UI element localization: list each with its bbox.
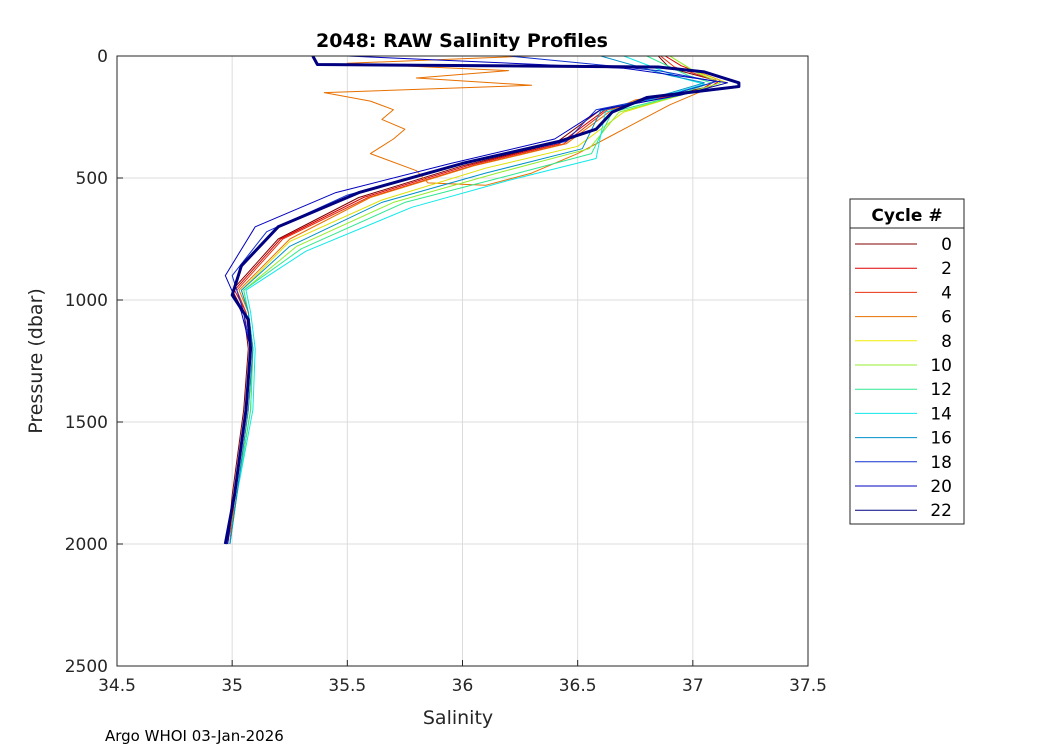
x-tick-label: 37 xyxy=(682,676,704,696)
legend-title: Cycle # xyxy=(871,206,942,226)
axis-ticks: 34.5 35 35.5 36 36.5 37 37.5 0 500 1000 1500 2000 25… xyxy=(65,47,827,696)
y-tick-label: 1500 xyxy=(65,413,108,433)
legend: Cycle # 0 2 4 6 8 10 12 14 16 18 20 22 xyxy=(849,198,965,525)
y-tick-label: 500 xyxy=(76,169,108,189)
legend-label-cycle-16: 16 xyxy=(930,429,952,449)
legend-label-cycle-4: 4 xyxy=(941,283,952,303)
x-tick-label: 35.5 xyxy=(328,676,366,696)
x-tick-label: 36 xyxy=(452,676,474,696)
legend-label-cycle-2: 2 xyxy=(941,259,952,279)
profile-line-cycle-16 xyxy=(229,56,705,545)
x-tick-label: 37.5 xyxy=(789,676,827,696)
profile-line-cycle-14 xyxy=(229,56,705,545)
data-series xyxy=(223,56,741,545)
x-tick-label: 35 xyxy=(221,676,243,696)
y-tick-label: 2500 xyxy=(65,657,108,677)
legend-label-cycle-14: 14 xyxy=(930,404,952,424)
legend-label-cycle-0: 0 xyxy=(941,235,952,255)
footer-credit: Argo WHOI 03-Jan-2026 xyxy=(105,727,284,745)
legend-label-cycle-22: 22 xyxy=(930,501,952,521)
legend-label-cycle-10: 10 xyxy=(930,356,952,376)
legend-entries: 0 2 4 6 8 10 12 14 16 18 20 22 xyxy=(855,235,952,521)
x-axis-label: Salinity xyxy=(423,707,493,729)
legend-label-cycle-8: 8 xyxy=(941,332,952,352)
legend-box xyxy=(849,198,965,525)
legend-label-cycle-12: 12 xyxy=(930,380,952,400)
grid-lines xyxy=(117,56,808,666)
chart-title: 2048: RAW Salinity Profiles xyxy=(316,30,608,52)
x-tick-label: 36.5 xyxy=(559,676,597,696)
legend-label-cycle-20: 20 xyxy=(930,477,952,497)
y-tick-label: 0 xyxy=(97,47,108,67)
legend-label-cycle-6: 6 xyxy=(941,308,952,328)
legend-label-cycle-18: 18 xyxy=(930,453,952,473)
profile-line-cycle-22 xyxy=(223,56,741,545)
y-tick-label: 2000 xyxy=(65,535,108,555)
y-axis-label: Pressure (dbar) xyxy=(25,288,47,434)
y-tick-label: 1000 xyxy=(65,291,108,311)
x-tick-label: 34.5 xyxy=(98,676,136,696)
profile-line-cycle-12 xyxy=(229,56,712,545)
